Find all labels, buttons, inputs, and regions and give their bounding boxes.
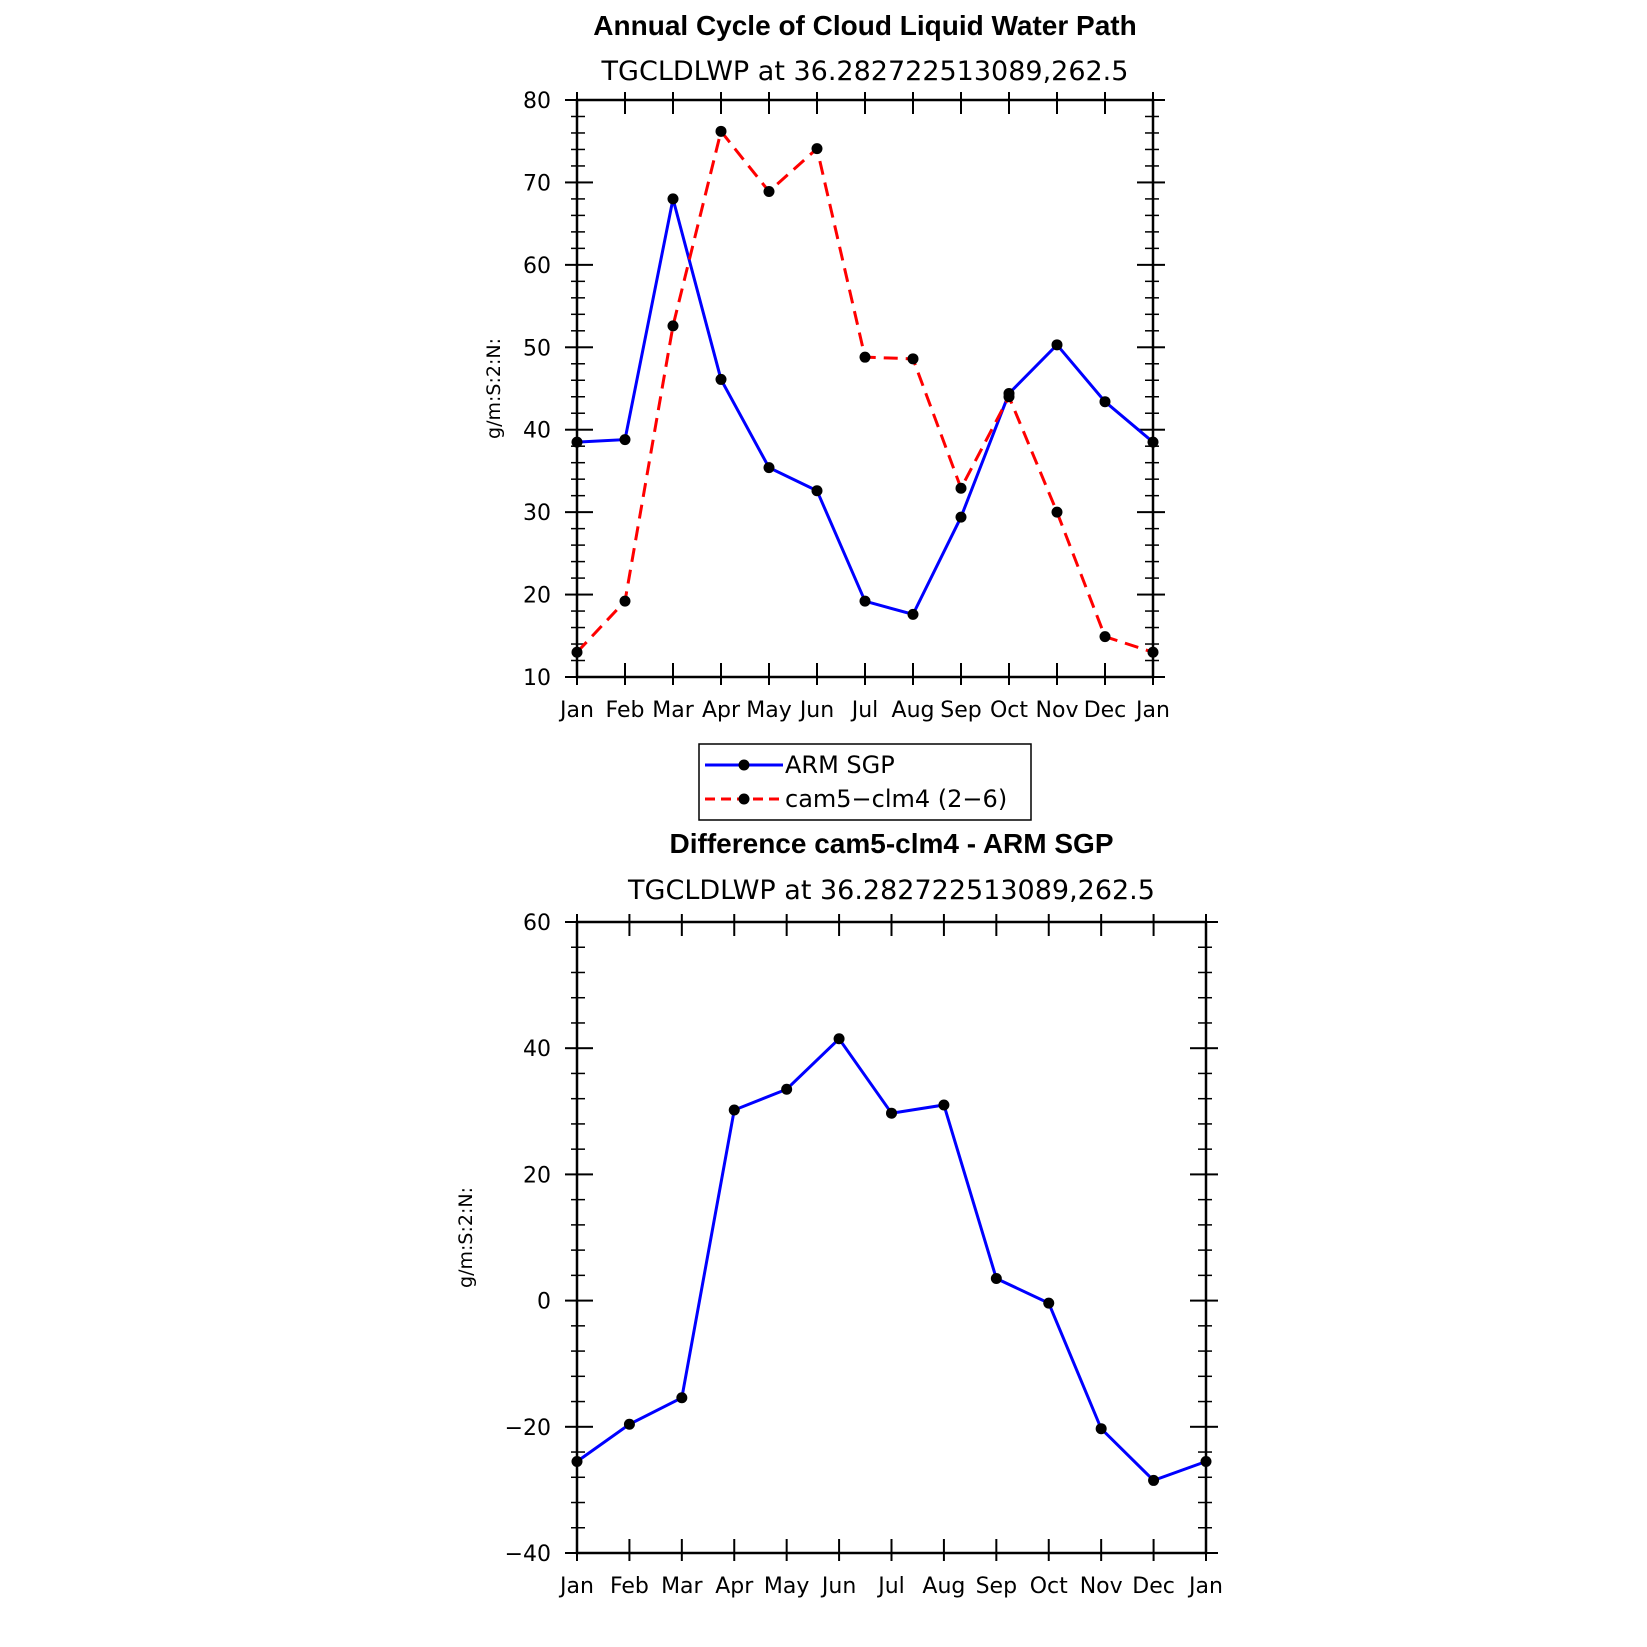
y-tick-label: 60 (523, 911, 551, 936)
data-point (1051, 339, 1063, 351)
x-tick-label: Nov (1036, 698, 1079, 723)
x-tick-label: Sep (976, 1574, 1017, 1599)
y-tick-label: −40 (505, 1542, 551, 1567)
x-tick-label: Jan (1187, 1574, 1223, 1599)
y-tick-label: 50 (523, 336, 551, 361)
data-point (833, 1033, 845, 1045)
data-point (763, 462, 775, 474)
y-tick-label: 40 (523, 1037, 551, 1062)
y-tick-label: 70 (523, 171, 551, 196)
x-tick-label: Oct (990, 698, 1028, 723)
x-tick-label: Mar (652, 698, 694, 723)
legend-swatch-marker (738, 793, 750, 805)
x-tick-label: Apr (715, 1574, 754, 1599)
data-point (811, 143, 823, 155)
data-point (667, 193, 679, 205)
y-tick-label: 30 (523, 501, 551, 526)
data-point (619, 595, 631, 607)
data-point (571, 436, 583, 448)
series-1 (571, 1033, 1212, 1486)
data-point (811, 485, 823, 497)
chart-title: Difference cam5-clm4 - ARM SGP (670, 828, 1114, 859)
chart-title: Annual Cycle of Cloud Liquid Water Path (593, 10, 1136, 41)
series-2 (571, 125, 1159, 658)
x-tick-label: May (764, 1574, 809, 1599)
series-line (575, 128, 1154, 654)
data-point (715, 125, 727, 137)
data-point (623, 1418, 635, 1430)
data-point (1099, 396, 1111, 408)
x-tick-label: Aug (892, 698, 935, 723)
data-point (1051, 506, 1063, 518)
x-tick-label: Dec (1084, 698, 1127, 723)
data-point (886, 1107, 897, 1119)
legend-entry-label: cam5−clm4 (2−6) (785, 785, 1007, 813)
data-point (1003, 391, 1015, 403)
y-tick-label: 10 (523, 666, 551, 691)
data-point (955, 482, 967, 494)
x-tick-label: Jun (820, 1574, 856, 1599)
y-tick-label: 0 (537, 1290, 551, 1315)
x-tick-label: Jul (876, 1574, 905, 1599)
x-tick-label: Mar (661, 1574, 703, 1599)
y-tick-label: −20 (505, 1416, 551, 1441)
y-axis-label: g/m:S:2:N: (455, 1187, 477, 1288)
y-tick-label: 80 (523, 89, 551, 114)
data-point (1147, 436, 1159, 448)
chart-panel-2: Difference cam5-clm4 - ARM SGP TGCLDLWP a… (455, 828, 1223, 1599)
data-point (763, 185, 775, 197)
legend-box (698, 743, 1032, 821)
data-point (728, 1104, 740, 1116)
data-point (715, 373, 727, 385)
series-line (576, 1036, 1207, 1483)
x-tick-label: Nov (1080, 1574, 1123, 1599)
data-point (1043, 1297, 1055, 1309)
plot-frame (575, 920, 1208, 1555)
x-tick-label: Apr (702, 698, 741, 723)
legend: ARM SGP cam5−clm4 (2−6) (698, 743, 1032, 821)
chart-subtitle: TGCLDLWP at 36.282722513089,262.5 (601, 56, 1129, 87)
data-point (1148, 1474, 1160, 1486)
data-point (571, 646, 583, 658)
y-tick-label: 40 (523, 419, 551, 444)
y-tick-label: 20 (523, 1163, 551, 1188)
data-point (955, 511, 967, 523)
x-tick-label: Jan (1134, 698, 1170, 723)
data-point (938, 1099, 950, 1111)
data-point (1147, 646, 1159, 658)
chart-subtitle: TGCLDLWP at 36.282722513089,262.5 (627, 875, 1155, 906)
data-point (571, 1456, 583, 1468)
data-point (676, 1392, 688, 1404)
x-tick-label: Feb (610, 1574, 649, 1599)
series-line (576, 198, 1154, 617)
data-point (1200, 1456, 1212, 1468)
data-point (781, 1083, 793, 1095)
y-tick-label: 20 (523, 584, 551, 609)
data-point (859, 595, 871, 607)
chart-panel-1: Annual Cycle of Cloud Liquid Water Path T… (483, 10, 1170, 821)
legend-swatch-marker (738, 759, 750, 771)
legend-entry-label: ARM SGP (785, 751, 895, 779)
x-tick-label: Aug (922, 1574, 965, 1599)
data-point (907, 353, 919, 365)
x-tick-label: Jan (558, 698, 594, 723)
x-tick-label: Jun (798, 698, 834, 723)
x-tick-label: May (746, 698, 791, 723)
data-point (859, 351, 871, 363)
data-point (990, 1273, 1002, 1285)
x-tick-label: Sep (940, 698, 981, 723)
data-point (907, 608, 919, 620)
y-axis-label: g/m:S:2:N: (483, 338, 505, 439)
y-tick-label: 60 (523, 254, 551, 279)
x-tick-label: Jan (558, 1574, 594, 1599)
x-tick-label: Dec (1132, 1574, 1175, 1599)
x-tick-label: Feb (606, 698, 645, 723)
x-tick-label: Oct (1030, 1574, 1068, 1599)
data-point (1099, 631, 1111, 643)
data-point (667, 320, 679, 332)
data-point (619, 434, 631, 446)
x-tick-label: Jul (850, 698, 879, 723)
data-point (1095, 1423, 1107, 1435)
